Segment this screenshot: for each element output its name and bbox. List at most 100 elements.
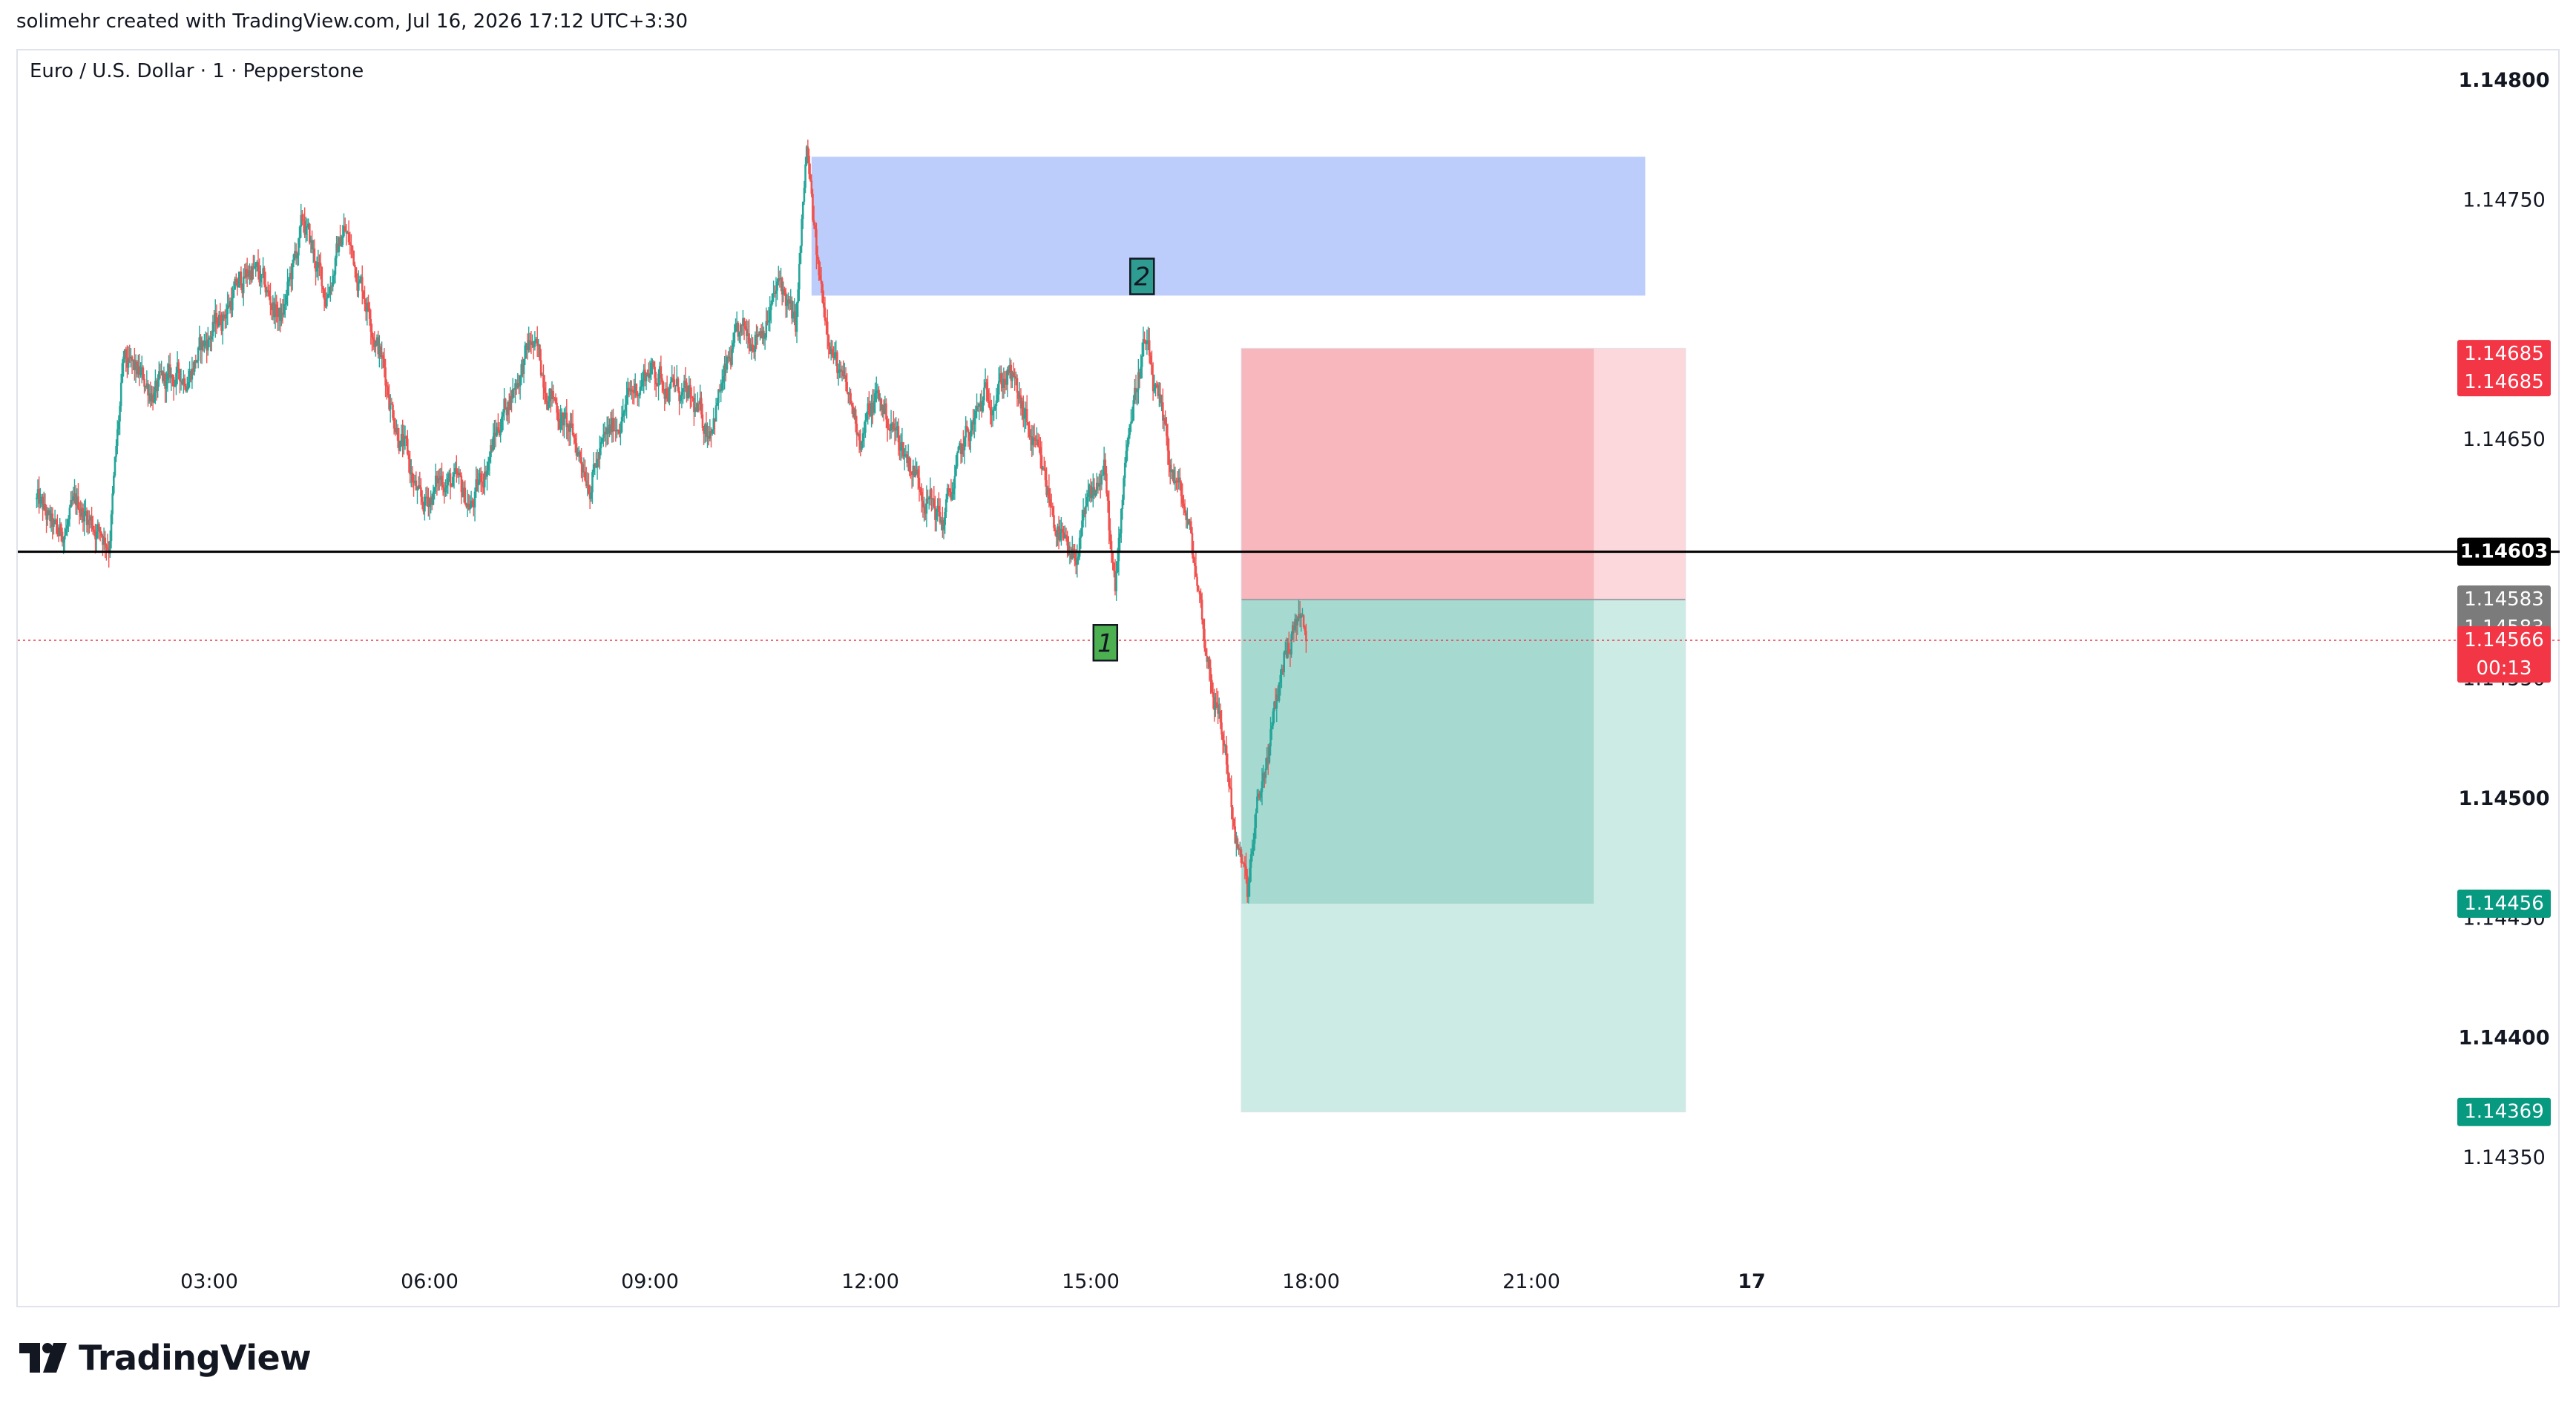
candle xyxy=(1155,380,1158,388)
candle xyxy=(186,376,188,393)
candle xyxy=(1232,804,1234,830)
candle xyxy=(47,507,50,516)
position-tool-frame xyxy=(1241,347,1686,1113)
tradingview-logo[interactable]: TradingView xyxy=(19,1336,312,1380)
time-axis: 03:00 06:00 09:00 12:00 15:00 18:00 21:00 17 xyxy=(180,1270,1766,1293)
candle xyxy=(903,448,906,471)
candle xyxy=(530,331,533,354)
stop-zone[interactable] xyxy=(1241,348,1594,600)
candle xyxy=(44,493,47,516)
candle xyxy=(1095,473,1098,496)
candle xyxy=(249,263,251,285)
candle xyxy=(131,355,134,375)
candle xyxy=(1200,588,1202,608)
candle xyxy=(399,440,401,452)
candle xyxy=(602,423,605,447)
candle xyxy=(727,351,729,364)
candle xyxy=(788,295,791,311)
candle xyxy=(717,389,720,410)
candle xyxy=(188,361,191,388)
candle xyxy=(573,432,575,445)
candle xyxy=(215,304,218,335)
candle xyxy=(990,399,993,428)
supply-zone[interactable] xyxy=(811,157,1646,296)
candle xyxy=(343,213,345,238)
candle xyxy=(168,355,170,384)
current-price-badge: 1.14566 00:13 xyxy=(2457,626,2551,683)
candle xyxy=(541,372,544,376)
time-tick-label: 17 xyxy=(1738,1270,1766,1293)
candle xyxy=(812,188,814,223)
candle xyxy=(287,277,290,296)
candle xyxy=(183,374,186,390)
candle xyxy=(441,462,443,490)
candle xyxy=(533,331,536,351)
candle xyxy=(269,283,272,316)
candle xyxy=(754,331,757,361)
candle xyxy=(284,294,286,318)
candle xyxy=(842,360,844,380)
candle xyxy=(966,420,968,432)
candle xyxy=(789,289,792,310)
wave-label-1[interactable]: 1 xyxy=(1092,624,1119,662)
candle xyxy=(45,505,47,533)
candle xyxy=(236,277,239,296)
candle xyxy=(1045,467,1048,498)
candle xyxy=(1061,522,1064,541)
candle xyxy=(810,174,813,197)
candle xyxy=(831,340,834,358)
candle xyxy=(881,404,884,418)
candle xyxy=(1102,465,1104,476)
candle xyxy=(537,338,540,358)
candle xyxy=(209,330,211,352)
candle xyxy=(586,472,589,496)
candle xyxy=(486,461,488,491)
candle xyxy=(350,234,352,259)
candle xyxy=(672,374,674,388)
candle xyxy=(579,450,582,464)
candle xyxy=(307,218,309,230)
candle xyxy=(519,375,522,400)
candle xyxy=(776,278,778,300)
candle xyxy=(1235,832,1238,857)
candle xyxy=(171,374,174,387)
candle xyxy=(695,402,697,413)
candle xyxy=(945,493,947,519)
candle xyxy=(322,286,324,298)
candle xyxy=(424,487,427,506)
candle xyxy=(760,323,763,339)
candle xyxy=(913,465,916,478)
target-zone[interactable] xyxy=(1241,599,1594,904)
candle xyxy=(296,252,299,266)
chart-frame[interactable] xyxy=(16,49,2560,1307)
candle xyxy=(191,356,194,390)
candle xyxy=(697,392,699,413)
candle xyxy=(142,365,145,381)
candle xyxy=(608,418,611,438)
candle xyxy=(876,383,879,399)
candle xyxy=(1291,621,1294,640)
candle xyxy=(1105,465,1108,497)
candle xyxy=(1033,423,1036,447)
candle xyxy=(993,395,995,421)
candle xyxy=(132,359,134,371)
candle xyxy=(507,400,509,425)
candle xyxy=(1220,709,1223,740)
candle xyxy=(823,290,825,318)
candle xyxy=(1157,382,1160,399)
candle xyxy=(1257,789,1260,801)
candle xyxy=(158,361,160,387)
wave-label-2[interactable]: 2 xyxy=(1129,257,1155,295)
candle xyxy=(170,367,173,392)
candle xyxy=(652,360,655,369)
candle xyxy=(144,385,147,392)
candle xyxy=(674,385,677,392)
candle xyxy=(273,298,275,324)
candle xyxy=(231,286,234,318)
candle xyxy=(85,507,88,533)
candle xyxy=(1012,362,1015,378)
candle xyxy=(1249,848,1252,882)
candle xyxy=(611,410,614,443)
candle xyxy=(697,401,700,413)
